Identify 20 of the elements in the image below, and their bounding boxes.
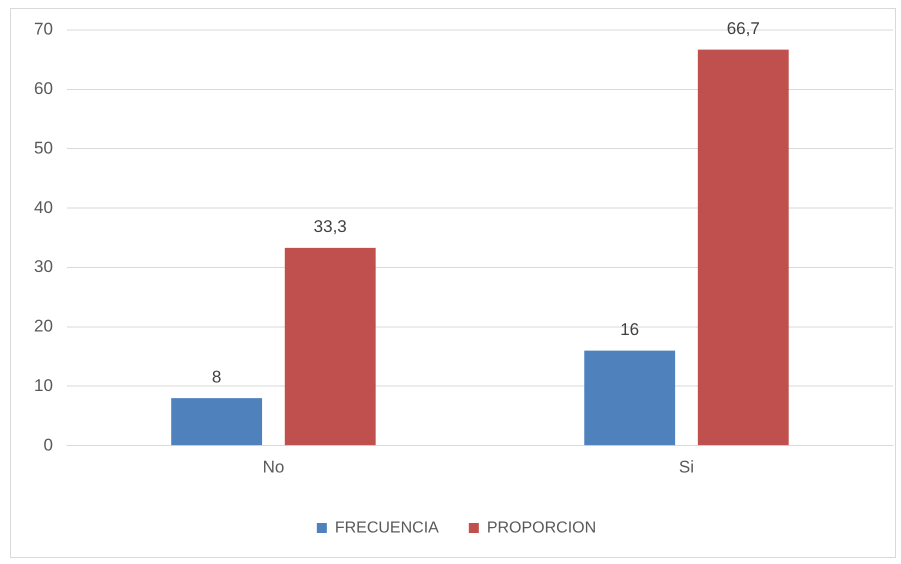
x-tick-label: No xyxy=(262,457,284,476)
data-label: 8 xyxy=(212,367,222,386)
bar xyxy=(171,398,262,446)
legend-label: PROPORCION xyxy=(486,519,596,536)
y-tick-label: 10 xyxy=(34,376,53,395)
y-tick-label: 40 xyxy=(34,198,53,217)
legend-label: FRECUENCIA xyxy=(334,519,440,536)
y-tick-label: 20 xyxy=(34,316,53,336)
y-tick-label: 60 xyxy=(34,79,53,98)
y-tick-label: 0 xyxy=(43,435,53,454)
data-label: 33,3 xyxy=(314,217,347,236)
data-label: 16 xyxy=(620,320,640,339)
y-tick-label: 50 xyxy=(34,138,53,158)
bar xyxy=(584,350,676,446)
data-label: 66,7 xyxy=(726,18,760,38)
y-tick-label: 70 xyxy=(34,20,53,39)
bar xyxy=(698,50,789,446)
bar xyxy=(284,248,376,446)
y-tick-label: 30 xyxy=(34,257,53,276)
x-tick-label: Si xyxy=(678,457,694,476)
